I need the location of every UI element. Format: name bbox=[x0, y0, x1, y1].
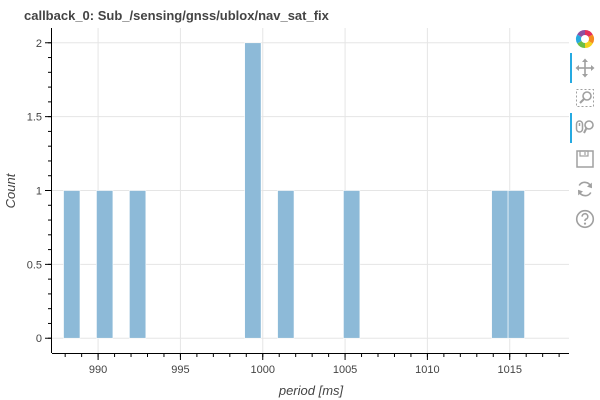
box-zoom-icon bbox=[576, 89, 594, 107]
histogram-bar bbox=[63, 190, 81, 339]
pan-tool[interactable] bbox=[570, 53, 600, 83]
histogram-bar bbox=[96, 190, 114, 339]
x-tick-label: 990 bbox=[89, 364, 107, 376]
x-tick-label: 1000 bbox=[251, 364, 275, 376]
y-tick-label: 1.5 bbox=[27, 112, 42, 124]
bokeh-logo-icon bbox=[575, 29, 595, 49]
wheel-zoom-icon bbox=[575, 120, 594, 134]
y-axis-label: Count bbox=[3, 172, 18, 208]
y-tick-label: 0 bbox=[36, 333, 42, 345]
save-icon bbox=[576, 150, 594, 168]
x-axis-label: period [ms] bbox=[278, 383, 344, 398]
histogram-chart[interactable]: callback_0: Sub_/sensing/gnss/ublox/nav_… bbox=[0, 0, 570, 400]
histogram-bar bbox=[277, 190, 295, 339]
reset-icon bbox=[578, 181, 592, 197]
x-tick-label: 1015 bbox=[497, 364, 521, 376]
chart-title: callback_0: Sub_/sensing/gnss/ublox/nav_… bbox=[24, 8, 330, 23]
x-tick-label: 1010 bbox=[415, 364, 439, 376]
bokeh-logo[interactable] bbox=[570, 24, 600, 54]
help-icon bbox=[575, 209, 595, 229]
histogram-bar bbox=[491, 190, 509, 339]
axes: 990 995 1000 1005 1010 1015 0 0.5 1 1.5 2 bbox=[27, 28, 569, 376]
histogram-bar bbox=[343, 190, 361, 339]
x-tick-label: 1005 bbox=[333, 364, 357, 376]
pan-icon bbox=[575, 58, 595, 78]
histogram-bar bbox=[507, 190, 525, 339]
histogram-bar bbox=[244, 42, 262, 339]
save-tool[interactable] bbox=[570, 144, 600, 174]
y-tick-label: 0.5 bbox=[27, 259, 42, 271]
histogram-bar bbox=[129, 190, 147, 339]
bars bbox=[63, 42, 525, 339]
wheel-zoom-tool[interactable] bbox=[570, 113, 600, 143]
y-tick-label: 2 bbox=[36, 38, 42, 50]
box-zoom-tool[interactable] bbox=[570, 83, 600, 113]
x-tick-label: 995 bbox=[171, 364, 189, 376]
y-tick-label: 1 bbox=[36, 186, 42, 198]
help-tool[interactable] bbox=[570, 204, 600, 234]
reset-tool[interactable] bbox=[570, 174, 600, 204]
